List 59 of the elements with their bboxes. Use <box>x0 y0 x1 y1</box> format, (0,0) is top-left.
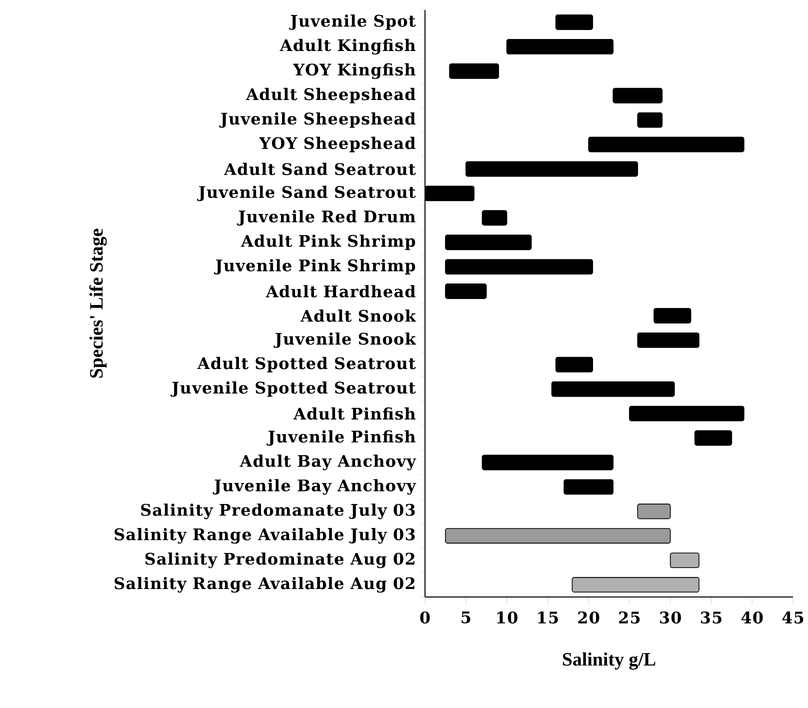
x-tick-label: 45 <box>782 612 804 624</box>
y-tick-label: Adult Pinfish <box>293 407 416 420</box>
y-tick-label: Juvenile Sheepshead <box>219 112 416 128</box>
y-tick-label: Juvenile Pinfish <box>266 430 416 446</box>
bar <box>654 308 692 324</box>
y-tick-label: Juvenile Spot <box>289 14 416 30</box>
y-axis-title: Species' Life Stage <box>89 228 107 378</box>
bar <box>555 356 594 372</box>
bar <box>506 38 614 54</box>
bar <box>572 577 700 592</box>
y-tick-label: Adult Kingfish <box>280 38 416 55</box>
y-tick-label: Juvenile Spotted Seatrout <box>170 381 416 397</box>
bar <box>637 504 671 520</box>
y-tick-label: YOY Sheepshead <box>259 136 416 152</box>
y-tick-label: YOY Kingfish <box>292 63 416 79</box>
bar <box>670 552 700 568</box>
bar <box>482 454 614 470</box>
y-tick-label: Adult Sheepshead <box>246 88 416 104</box>
y-tick-label: Juvenile Snook <box>274 332 416 348</box>
bar <box>629 406 744 422</box>
x-tick-label: 25 <box>619 612 640 624</box>
bar <box>482 210 508 226</box>
y-tick-label: Salinity Predomanate July 03 <box>141 504 415 520</box>
bar <box>637 332 700 348</box>
x-tick-label: 0 <box>420 612 430 624</box>
y-tick-label: Adult Hardhead <box>266 285 416 298</box>
y-tick-label: Juvenile Red Drum <box>237 210 416 226</box>
y-tick-label: Adult Pink Shrimp <box>240 234 416 250</box>
x-axis-title: Salinity g/L <box>562 652 656 670</box>
bar <box>612 88 663 104</box>
bar <box>449 63 500 79</box>
x-tick-label: 20 <box>578 612 600 624</box>
y-tick-label: Juvenile Bay Anchovy <box>212 479 416 495</box>
y-tick-label: Adult Snook <box>300 310 416 322</box>
bar <box>637 112 663 128</box>
bar <box>588 136 744 152</box>
bar <box>445 259 594 275</box>
y-tick-label: Salinity Range Available July 03 <box>114 528 415 544</box>
y-tick-label: Juvenile Sand Seatrout <box>197 186 416 202</box>
bar <box>445 528 671 544</box>
y-tick-label: Adult Sand Seatrout <box>224 162 416 176</box>
x-tick-label: 30 <box>660 612 681 624</box>
y-tick-label: Juvenile Pink Shrimp <box>214 259 416 275</box>
y-tick-label: Adult Bay Anchovy <box>240 454 416 470</box>
x-tick-label: 5 <box>462 612 470 624</box>
bar <box>564 479 614 495</box>
bar <box>445 284 487 299</box>
x-tick-label: 15 <box>538 612 558 624</box>
bar <box>445 234 532 250</box>
y-tick-label: Salinity Predominate Aug 02 <box>145 552 414 568</box>
bar <box>555 14 594 30</box>
bar <box>551 381 675 397</box>
x-tick-label: 35 <box>700 612 722 624</box>
x-tick-label: 10 <box>497 612 518 624</box>
x-tick-label: 40 <box>741 612 763 624</box>
bar <box>694 430 732 446</box>
y-tick-label: Salinity Range Available Aug 02 <box>114 576 414 593</box>
y-tick-label: Adult Spotted Seatrout <box>197 356 416 372</box>
bar <box>465 161 638 177</box>
